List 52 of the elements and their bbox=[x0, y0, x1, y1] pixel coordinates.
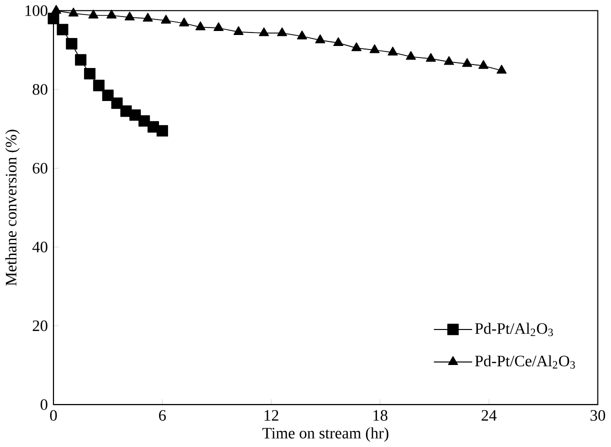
y-tick-label: 40 bbox=[32, 242, 48, 252]
legend-label: Pd-Pt/Al$_{2}$O$_{3}$ bbox=[475, 322, 553, 336]
point bbox=[138, 115, 150, 127]
point bbox=[48, 12, 60, 24]
point bbox=[496, 64, 507, 74]
point bbox=[258, 27, 269, 36]
point bbox=[56, 24, 68, 36]
y-tick-label: 100 bbox=[26, 5, 48, 16]
point bbox=[214, 22, 224, 32]
point bbox=[333, 37, 344, 46]
point bbox=[179, 18, 190, 26]
point bbox=[462, 58, 472, 67]
point bbox=[444, 56, 454, 65]
point bbox=[111, 97, 123, 109]
point bbox=[351, 42, 362, 52]
point bbox=[297, 30, 308, 40]
point bbox=[406, 51, 416, 60]
point bbox=[234, 26, 244, 35]
point bbox=[370, 44, 380, 54]
point bbox=[277, 27, 288, 36]
point bbox=[315, 34, 326, 44]
x-tick-label: 30 bbox=[590, 410, 606, 421]
point bbox=[93, 80, 105, 92]
legend-label: Pd-Pt/Ce/Al$_{2}$O$_{3}$ bbox=[475, 355, 575, 369]
x-axis-title: Time on stream (hr) bbox=[262, 427, 388, 442]
y-axis-title: Methane conversion (%) bbox=[5, 130, 20, 286]
point bbox=[74, 54, 86, 66]
point bbox=[426, 52, 436, 62]
y-tick-label: 80 bbox=[32, 84, 48, 95]
x-tick-label: 12 bbox=[264, 410, 278, 421]
point bbox=[160, 14, 171, 24]
point bbox=[124, 12, 135, 20]
point bbox=[88, 10, 98, 18]
point bbox=[478, 60, 488, 69]
point bbox=[66, 38, 78, 50]
x-tick-label: 6 bbox=[159, 410, 166, 421]
x-tick-label: 0 bbox=[50, 410, 57, 421]
point bbox=[106, 10, 117, 18]
y-tick-label: 60 bbox=[32, 162, 48, 174]
point bbox=[51, 4, 62, 14]
point bbox=[129, 109, 141, 121]
point bbox=[102, 90, 114, 102]
point bbox=[84, 68, 96, 80]
point bbox=[388, 46, 398, 56]
x-tick-label: 18 bbox=[374, 410, 388, 421]
point bbox=[195, 21, 206, 30]
y-tick-label: 20 bbox=[32, 320, 48, 332]
x-tick-label: 24 bbox=[482, 410, 497, 421]
point bbox=[142, 12, 153, 22]
y-tick-label: 0 bbox=[40, 399, 48, 410]
point bbox=[156, 125, 168, 136]
point bbox=[68, 8, 78, 16]
